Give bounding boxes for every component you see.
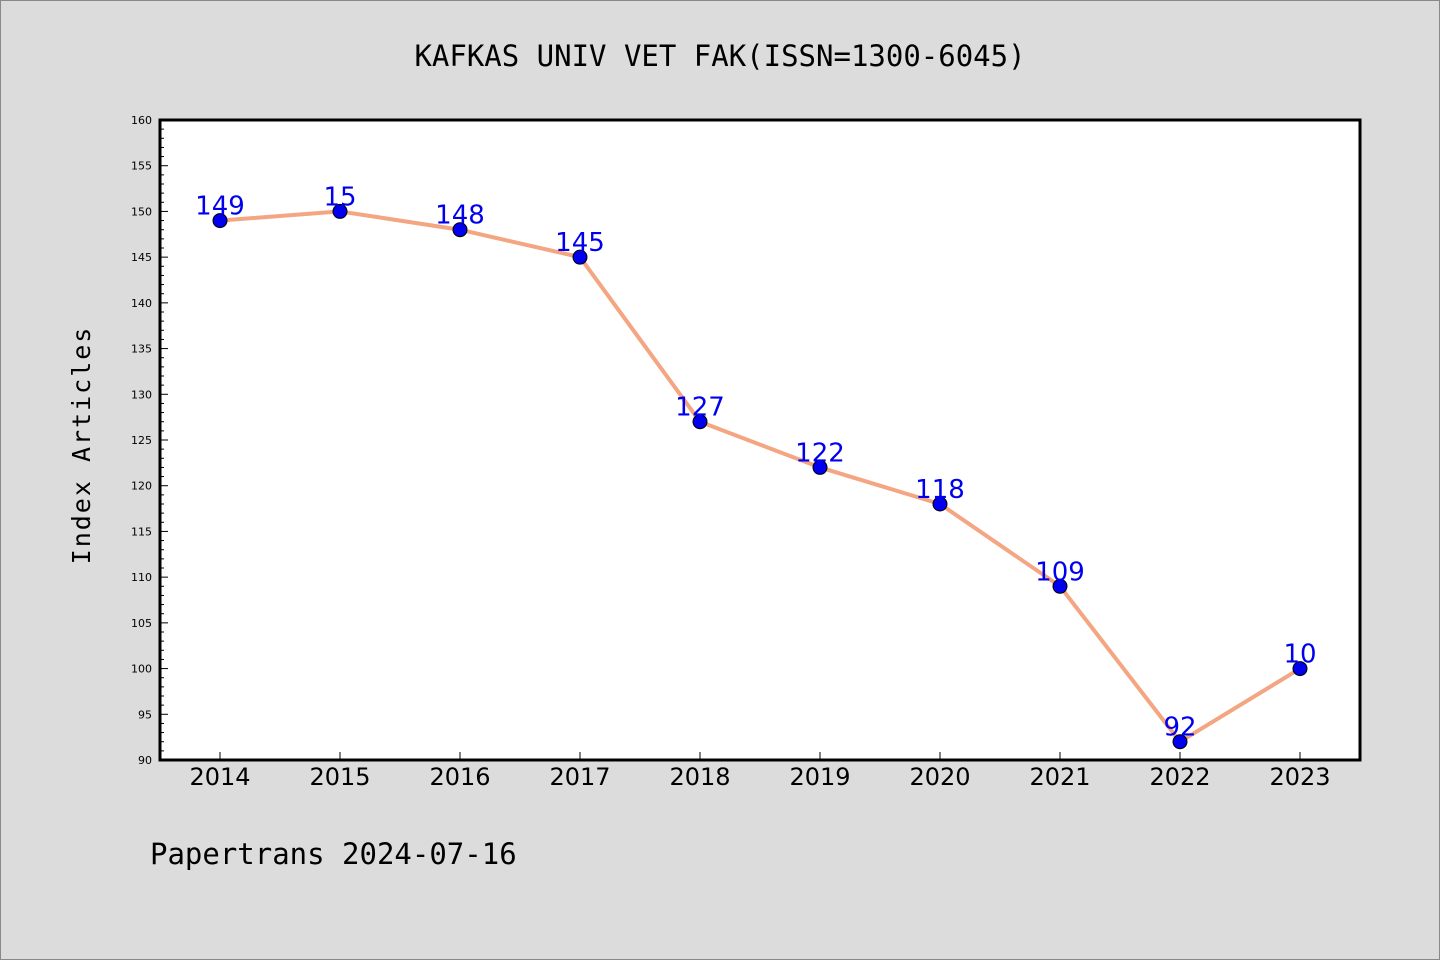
x-tick-label: 2015	[309, 763, 370, 791]
y-tick-label: 135	[131, 343, 152, 356]
x-axis: 2014 2015 2016 2017 2018 2019 2020 2021 2022 2023	[189, 752, 1331, 791]
y-tick-label: 125	[131, 434, 152, 447]
y-tick-label: 120	[131, 480, 152, 493]
series-marker-group	[212, 203, 1308, 750]
x-tick-label: 2017	[549, 763, 610, 791]
data-label: 148	[435, 201, 485, 231]
data-label-group: 149 15 148 145 127 122 118 109 92 10	[195, 182, 1316, 742]
x-tick-label: 2014	[189, 763, 250, 791]
y-tick-label: 155	[131, 160, 152, 173]
data-point	[1172, 734, 1188, 750]
y-tick-label: 105	[131, 617, 152, 630]
data-label: 149	[195, 192, 245, 222]
x-tick-label: 2018	[669, 763, 730, 791]
data-point	[932, 496, 948, 512]
data-point	[812, 459, 828, 475]
data-label: 145	[555, 228, 605, 258]
data-label: 118	[915, 475, 965, 505]
y-tick-label: 150	[131, 205, 152, 218]
y-tick-label: 115	[131, 525, 152, 538]
data-point	[572, 249, 588, 265]
data-label: 10	[1283, 640, 1316, 670]
y-axis: 90 95 100 105 110 115 120 125 130 135 140 145 150 155…	[131, 114, 168, 767]
y-tick-label: 100	[131, 663, 152, 676]
x-tick-label: 2021	[1029, 763, 1090, 791]
plot-area	[158, 118, 1362, 762]
data-point	[212, 213, 228, 229]
data-point	[1052, 578, 1068, 594]
data-label: 109	[1035, 557, 1085, 587]
x-tick-label: 2020	[909, 763, 970, 791]
y-axis-label: Index Articles	[67, 326, 96, 565]
x-tick-label: 2022	[1149, 763, 1210, 791]
data-label: 127	[675, 393, 725, 423]
data-point	[1292, 661, 1308, 677]
data-label: 122	[795, 438, 845, 468]
data-point	[332, 203, 348, 219]
data-point	[692, 414, 708, 430]
y-tick-label: 130	[131, 388, 152, 401]
x-tick-label: 2016	[429, 763, 490, 791]
x-tick-label: 2023	[1269, 763, 1330, 791]
y-tick-label: 110	[131, 571, 152, 584]
footer-credit: Papertrans 2024-07-16	[150, 837, 517, 871]
series-line-group	[219, 209, 1302, 744]
x-tick-label: 2019	[789, 763, 850, 791]
chart-title: KAFKAS UNIV VET FAK(ISSN=1300-6045)	[414, 39, 1025, 73]
y-tick-label: 95	[138, 708, 152, 721]
series-line	[219, 209, 1302, 744]
data-label: 92	[1163, 713, 1196, 743]
y-tick-label: 145	[131, 251, 152, 264]
y-tick-label: 160	[131, 114, 152, 127]
data-point	[452, 222, 468, 238]
y-tick-label: 90	[138, 754, 152, 767]
y-tick-label: 140	[131, 297, 152, 310]
data-label: 15	[323, 182, 356, 212]
